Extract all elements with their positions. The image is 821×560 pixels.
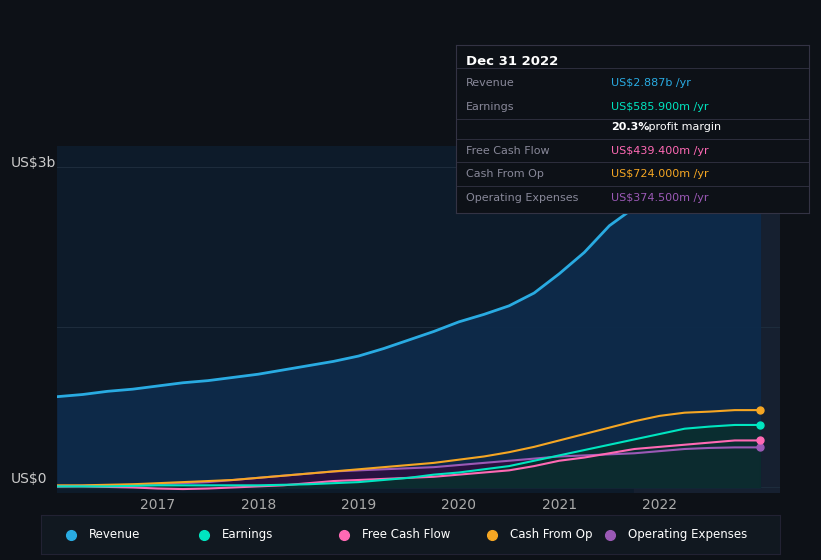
Text: Revenue: Revenue	[89, 528, 140, 542]
Text: Operating Expenses: Operating Expenses	[466, 193, 579, 203]
Text: Free Cash Flow: Free Cash Flow	[466, 146, 550, 156]
Text: US$3b: US$3b	[11, 156, 56, 170]
Text: Free Cash Flow: Free Cash Flow	[363, 528, 451, 542]
Text: Cash From Op: Cash From Op	[466, 169, 544, 179]
Text: US$439.400m /yr: US$439.400m /yr	[611, 146, 709, 156]
Text: Earnings: Earnings	[466, 102, 515, 112]
Text: US$374.500m /yr: US$374.500m /yr	[611, 193, 709, 203]
Text: 20.3%: 20.3%	[611, 122, 649, 132]
Text: Cash From Op: Cash From Op	[511, 528, 593, 542]
Text: profit margin: profit margin	[644, 122, 721, 132]
Text: US$0: US$0	[11, 472, 47, 486]
Text: Dec 31 2022: Dec 31 2022	[466, 55, 558, 68]
Text: US$2.887b /yr: US$2.887b /yr	[611, 78, 690, 88]
Text: Earnings: Earnings	[222, 528, 273, 542]
Text: US$724.000m /yr: US$724.000m /yr	[611, 169, 709, 179]
Bar	[635, 146, 780, 493]
Text: US$585.900m /yr: US$585.900m /yr	[611, 102, 709, 112]
Text: Revenue: Revenue	[466, 78, 515, 88]
Text: Operating Expenses: Operating Expenses	[629, 528, 748, 542]
